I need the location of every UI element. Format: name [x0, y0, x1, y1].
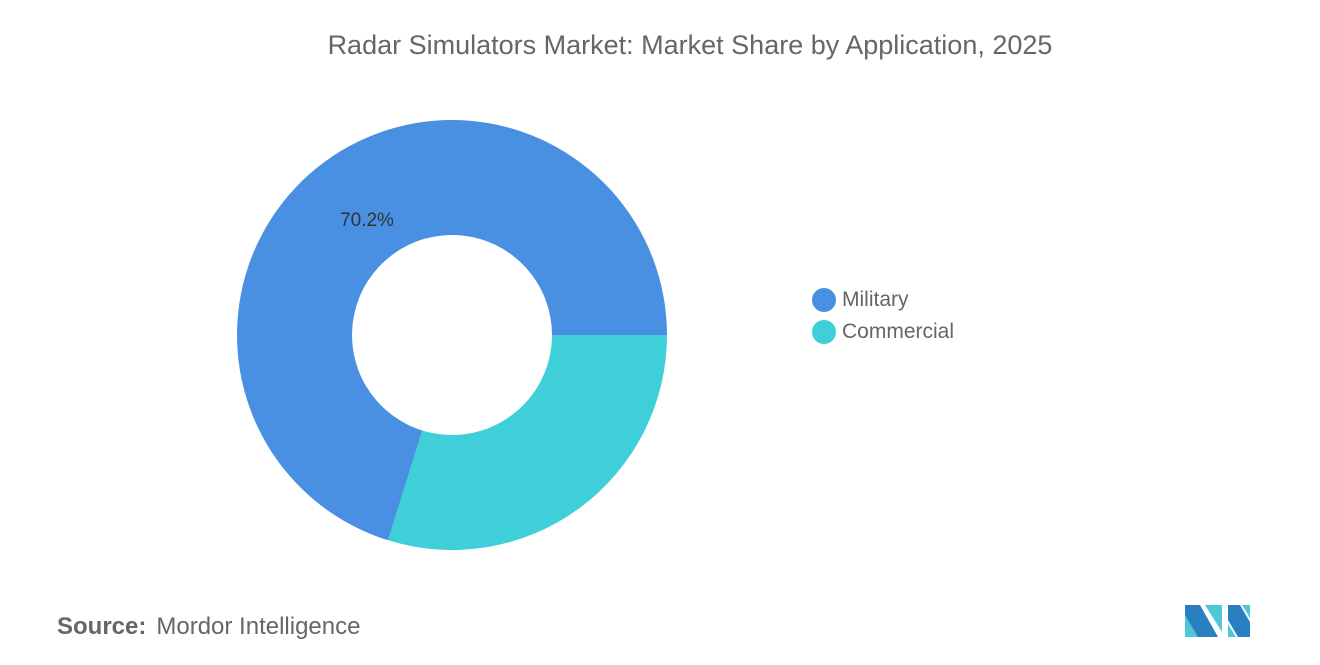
legend: Military Commercial — [812, 284, 954, 348]
legend-label: Military — [842, 288, 909, 311]
legend-swatch-military — [812, 288, 836, 312]
legend-swatch-commercial — [812, 320, 836, 344]
legend-label: Commercial — [842, 320, 955, 343]
slice-commercial[interactable] — [388, 335, 667, 551]
legend-item-military[interactable]: Military — [812, 284, 954, 316]
source-label: Source: — [57, 613, 147, 640]
source-value: Mordor Intelligence — [156, 613, 361, 640]
legend-item-commercial[interactable]: Commercial — [812, 316, 954, 348]
chart-title: Radar Simulators Market: Market Share by… — [327, 30, 1053, 60]
data-label-military: 70.2% — [340, 210, 394, 231]
source-note: Source: Mordor Intelligence — [57, 613, 360, 641]
slice-military[interactable] — [237, 120, 668, 541]
